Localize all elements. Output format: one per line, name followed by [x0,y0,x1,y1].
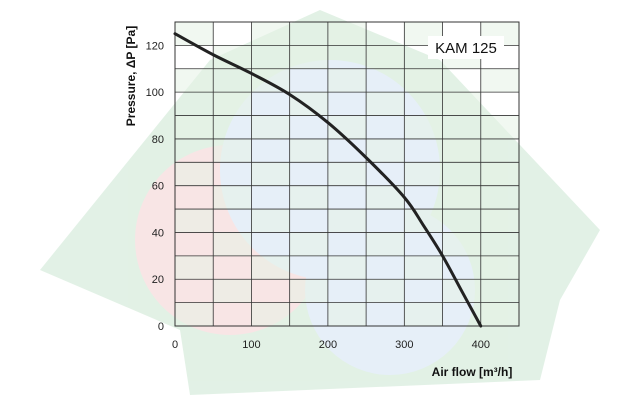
grid-cell-shade [480,162,519,186]
grid-cell-shade [480,255,519,280]
grid-cell-shade [327,302,367,326]
y-tick-label: 80 [152,134,164,146]
grid-cell-shade [327,68,367,93]
grid-cell-shade [366,185,405,210]
grid-cell-shade [442,92,481,116]
x-tick-label: 100 [242,339,260,351]
grid-cell-shade [175,115,214,139]
grid-cell-shade [327,115,367,139]
grid-cell-shade [251,162,290,186]
grid-cell-shade [366,45,405,69]
grid-cell-shade [404,255,443,280]
x-axis-ticks: 0 100 200 300 400 [172,339,490,351]
grid-cell-shade [251,255,290,280]
fan-curve-line [173,32,483,328]
y-tick-label: 100 [146,87,164,99]
grid-cell-shade [404,68,443,93]
grid-cell-shade [213,279,252,303]
grid-cell-shade [289,92,328,116]
grid-cell-shade [289,138,328,163]
model-label: KAM 125 [435,40,497,57]
grid-cell-shade [213,185,252,210]
y-tick-label: 60 [152,181,164,193]
grid-cell-shade [480,68,519,93]
model-label-background [428,36,504,59]
y-tick-label: 0 [158,321,164,333]
grid-cell-shade [213,92,252,116]
grid-cell-shade [175,22,214,46]
x-tick-label: 300 [395,339,413,351]
grid-cell-shade [175,209,214,233]
model-label-box: KAM 125 [428,36,504,59]
grid-cell-shade [213,232,252,256]
y-axis-ticks: 0 20 40 60 80 100 120 [146,40,164,333]
grid-cell-shade [289,45,328,69]
y-tick-label: 20 [152,274,164,286]
grid-cell-shade [251,302,290,326]
grid-cell-shade [480,302,519,326]
grid-cell-shade [404,162,443,186]
grid-cell-shade [289,185,328,210]
x-axis-title: Air flow [m³/h] [432,365,513,379]
y-tick-label: 120 [146,40,164,52]
grid-cell-shade [366,279,405,303]
y-axis-title: Pressure, ΔP [Pa] [124,26,138,126]
grid-cell-shade [327,22,367,46]
x-tick-label: 200 [319,339,337,351]
grid-cell-shade [175,162,214,186]
grid-cell-shade [175,68,214,93]
grid-cell-shade [404,209,443,233]
grid-cell-shade [213,45,252,69]
grid-cell-shade [289,232,328,256]
grid-cell-shade [327,255,367,280]
grid-cell-shade [404,115,443,139]
grid-cell-shade [480,115,519,139]
grid-cell-shade [327,209,367,233]
x-tick-label: 0 [172,339,178,351]
grid-cell-shade [442,232,481,256]
grid-cell-shade [251,68,290,93]
grid-cell-shade [289,279,328,303]
grid-cell-shade [442,138,481,163]
grid-cell-shade [251,22,290,46]
grid-cell-shade [366,232,405,256]
grid-cell-shade [366,138,405,163]
grid-cell-shade [213,138,252,163]
grid-cell-shade [327,162,367,186]
grid-cell-shade [175,302,214,326]
x-tick-label: 400 [472,339,490,351]
y-tick-label: 40 [152,227,164,239]
grid-cell-shade [251,209,290,233]
plot-frame [174,21,520,327]
grid-cell-shade [251,115,290,139]
grid-cell-shade [442,185,481,210]
grid-cell-shade [366,92,405,116]
grid-cell-shade [404,302,443,326]
plot-area [173,21,520,328]
grid-cell-shade [480,209,519,233]
grid-cell-shade [175,255,214,280]
